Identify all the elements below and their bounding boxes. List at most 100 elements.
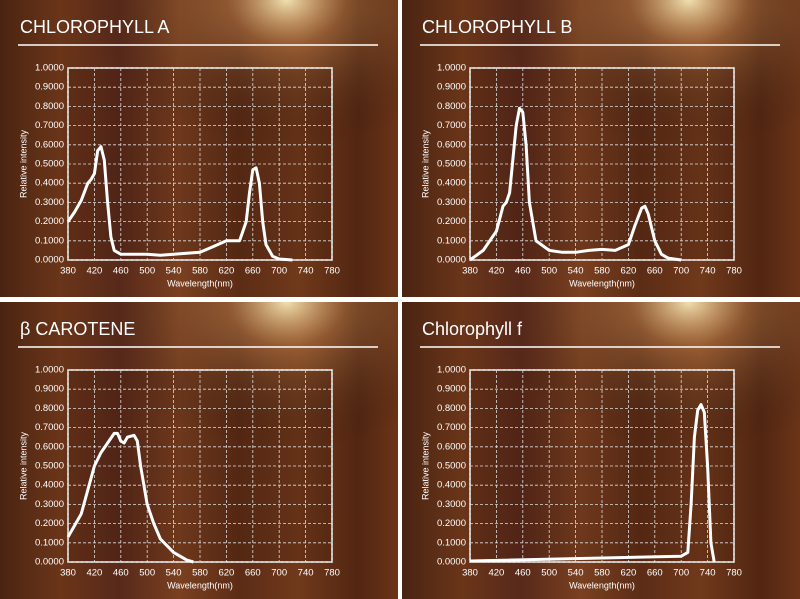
x-tick-label: 660 — [647, 568, 663, 579]
spectrum-line — [66, 145, 293, 262]
y-tick-label: 1.0000 — [35, 63, 64, 74]
x-tick-label: 740 — [298, 266, 314, 277]
x-tick-label: 460 — [515, 568, 531, 579]
y-tick-label: 0.2000 — [35, 216, 64, 227]
x-tick-label: 500 — [139, 568, 155, 579]
x-tick-label: 700 — [673, 266, 689, 277]
x-tick-label: 620 — [218, 266, 234, 277]
x-tick-label: 580 — [594, 266, 610, 277]
x-tick-label: 780 — [726, 568, 742, 579]
y-tick-label: 0.8000 — [437, 101, 466, 112]
panel: CHLOROPHYLL A 0.0000 0.1000 0.2000 0.3000 0.4… — [0, 0, 398, 297]
y-tick-label: 0.4000 — [437, 178, 466, 189]
x-tick-label: 420 — [488, 266, 504, 277]
x-tick-label: 780 — [726, 266, 742, 277]
x-tick-label: 700 — [271, 568, 287, 579]
x-tick-label: 620 — [218, 568, 234, 579]
y-tick-label: 0.9000 — [437, 384, 466, 395]
x-tick-label: 500 — [541, 568, 557, 579]
y-tick-label: 0.9000 — [35, 384, 64, 395]
y-tick-label: 0.1000 — [35, 235, 64, 246]
y-tick-label: 0.7000 — [437, 120, 466, 131]
panel-title: Chlorophyll f — [422, 319, 523, 339]
x-tick-label: 740 — [298, 568, 314, 579]
x-axis-label: Wavelength(nm) — [167, 580, 233, 590]
y-tick-label: 0.5000 — [437, 159, 466, 170]
x-tick-label: 780 — [324, 266, 340, 277]
y-tick-label: 0.2000 — [437, 216, 466, 227]
y-tick-label: 0.5000 — [35, 159, 64, 170]
y-tick-label: 0.5000 — [35, 461, 64, 472]
y-tick-label: 0.8000 — [437, 403, 466, 414]
x-tick-label: 380 — [60, 266, 76, 277]
y-tick-label: 0.4000 — [35, 480, 64, 491]
x-axis-label: Wavelength(nm) — [569, 580, 635, 590]
y-tick-label: 0.6000 — [35, 441, 64, 452]
y-tick-label: 0.6000 — [437, 441, 466, 452]
x-tick-label: 380 — [462, 266, 478, 277]
x-tick-label: 580 — [192, 266, 208, 277]
y-tick-label: 0.5000 — [437, 461, 466, 472]
y-axis-label: Relative intensity — [18, 129, 28, 198]
y-tick-label: 0.2000 — [35, 518, 64, 529]
y-tick-label: 0.6000 — [437, 139, 466, 150]
y-tick-label: 0.4000 — [437, 480, 466, 491]
y-tick-label: 1.0000 — [35, 365, 64, 376]
spectrum-line — [469, 106, 682, 262]
x-tick-label: 660 — [245, 568, 261, 579]
y-tick-label: 0.6000 — [35, 139, 64, 150]
x-tick-label: 420 — [488, 568, 504, 579]
y-axis-label: Relative intensity — [18, 431, 28, 500]
x-tick-label: 500 — [541, 266, 557, 277]
x-tick-label: 780 — [324, 568, 340, 579]
y-tick-label: 0.1000 — [35, 537, 64, 548]
x-tick-label: 460 — [515, 266, 531, 277]
x-tick-label: 500 — [139, 266, 155, 277]
spectrum-line — [66, 431, 194, 564]
x-tick-label: 660 — [647, 266, 663, 277]
y-tick-label: 0.7000 — [437, 422, 466, 433]
x-tick-label: 380 — [60, 568, 76, 579]
panel-title: CHLOROPHYLL A — [20, 17, 169, 37]
x-tick-label: 540 — [166, 568, 182, 579]
x-axis-label: Wavelength(nm) — [569, 278, 635, 288]
y-tick-label: 0.0000 — [437, 557, 466, 568]
x-tick-label: 460 — [113, 568, 129, 579]
x-tick-label: 700 — [271, 266, 287, 277]
y-tick-label: 0.1000 — [437, 235, 466, 246]
y-tick-label: 0.9000 — [35, 82, 64, 93]
y-tick-label: 0.4000 — [35, 178, 64, 189]
x-tick-label: 700 — [673, 568, 689, 579]
x-tick-label: 620 — [620, 266, 636, 277]
x-tick-label: 460 — [113, 266, 129, 277]
y-axis-label: Relative intensity — [420, 129, 430, 198]
y-tick-label: 0.3000 — [437, 197, 466, 208]
y-tick-label: 0.0000 — [35, 557, 64, 568]
x-tick-label: 540 — [568, 266, 584, 277]
y-axis-label: Relative intensity — [420, 431, 430, 500]
x-tick-label: 580 — [594, 568, 610, 579]
x-tick-label: 580 — [192, 568, 208, 579]
x-tick-label: 420 — [86, 568, 102, 579]
x-tick-label: 740 — [700, 266, 716, 277]
x-tick-label: 380 — [462, 568, 478, 579]
x-tick-label: 420 — [86, 266, 102, 277]
y-tick-label: 0.9000 — [437, 82, 466, 93]
x-tick-label: 620 — [620, 568, 636, 579]
y-tick-label: 0.8000 — [35, 403, 64, 414]
x-tick-label: 660 — [245, 266, 261, 277]
panel: Chlorophyll f 0.0000 0.1000 0.2000 0.3000 0.4… — [402, 302, 800, 599]
y-tick-label: 1.0000 — [437, 63, 466, 74]
y-tick-label: 1.0000 — [437, 365, 466, 376]
y-tick-label: 0.3000 — [437, 499, 466, 510]
panel-title: β CAROTENE — [20, 319, 135, 339]
x-tick-label: 540 — [166, 266, 182, 277]
panel: CHLOROPHYLL B 0.0000 0.1000 0.2000 0.3000 0.4… — [402, 0, 800, 297]
y-tick-label: 0.1000 — [437, 537, 466, 548]
x-tick-label: 540 — [568, 568, 584, 579]
y-tick-label: 0.8000 — [35, 101, 64, 112]
y-tick-label: 0.0000 — [437, 255, 466, 266]
x-tick-label: 740 — [700, 568, 716, 579]
panel-title: CHLOROPHYLL B — [422, 17, 572, 37]
